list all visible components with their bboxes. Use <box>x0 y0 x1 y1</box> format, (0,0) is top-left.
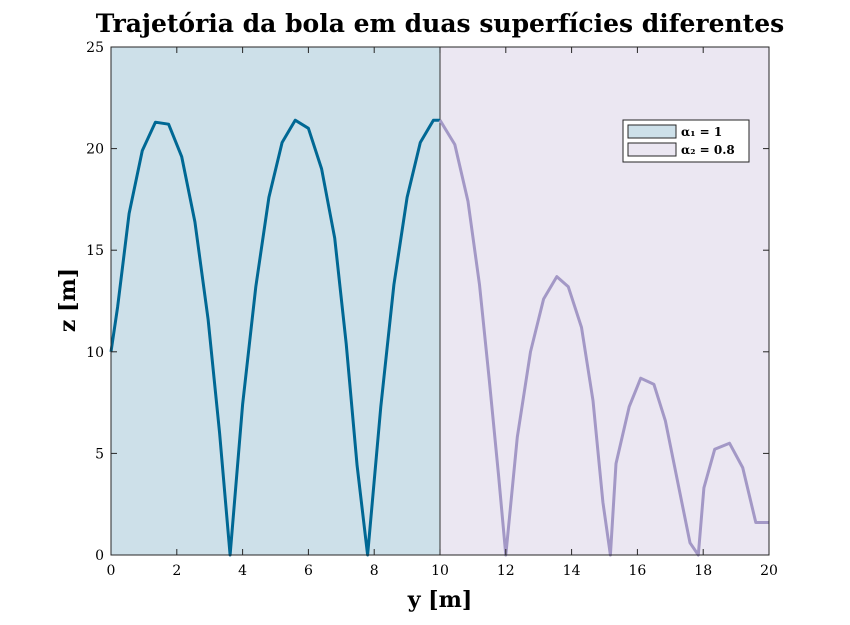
x-tick-label: 10 <box>431 563 449 579</box>
series-line-2 <box>438 119 769 557</box>
y-tick-label: 25 <box>86 40 104 56</box>
y-tick-label: 15 <box>86 243 104 259</box>
x-tick-label: 0 <box>107 563 116 579</box>
tick-layer: 0 2 4 6 8 10 12 14 16 18 20 0 5 10 15 20 25 <box>86 40 778 579</box>
x-tick-label: 4 <box>238 563 247 579</box>
x-tick-label: 6 <box>304 563 313 579</box>
legend-swatch-2 <box>627 142 677 157</box>
x-tick-label: 18 <box>694 563 712 579</box>
y-tick-label: 20 <box>86 142 104 158</box>
series-layer <box>109 118 769 557</box>
legend-swatch-1 <box>627 124 677 139</box>
y-axis-label: z [m] <box>55 268 81 332</box>
y-tick-label: 0 <box>95 548 104 564</box>
x-tick-label: 14 <box>563 563 581 579</box>
chart-title: Trajetória da bola em duas superfícies d… <box>96 9 784 38</box>
x-tick-label: 12 <box>497 563 515 579</box>
series-line-1 <box>109 118 440 557</box>
legend-label-2: α₂ = 0.8 <box>681 143 735 157</box>
legend: α₁ = 1 α₂ = 0.8 <box>622 119 750 163</box>
region-1 <box>111 47 440 555</box>
x-tick-label: 20 <box>760 563 778 579</box>
y-tick-label: 10 <box>86 345 104 361</box>
x-axis-label: y [m] <box>407 587 473 613</box>
x-tick-label: 8 <box>370 563 379 579</box>
x-tick-label: 2 <box>172 563 181 579</box>
x-tick-label: 16 <box>628 563 646 579</box>
y-tick-label: 5 <box>95 446 104 462</box>
legend-label-1: α₁ = 1 <box>681 125 722 139</box>
